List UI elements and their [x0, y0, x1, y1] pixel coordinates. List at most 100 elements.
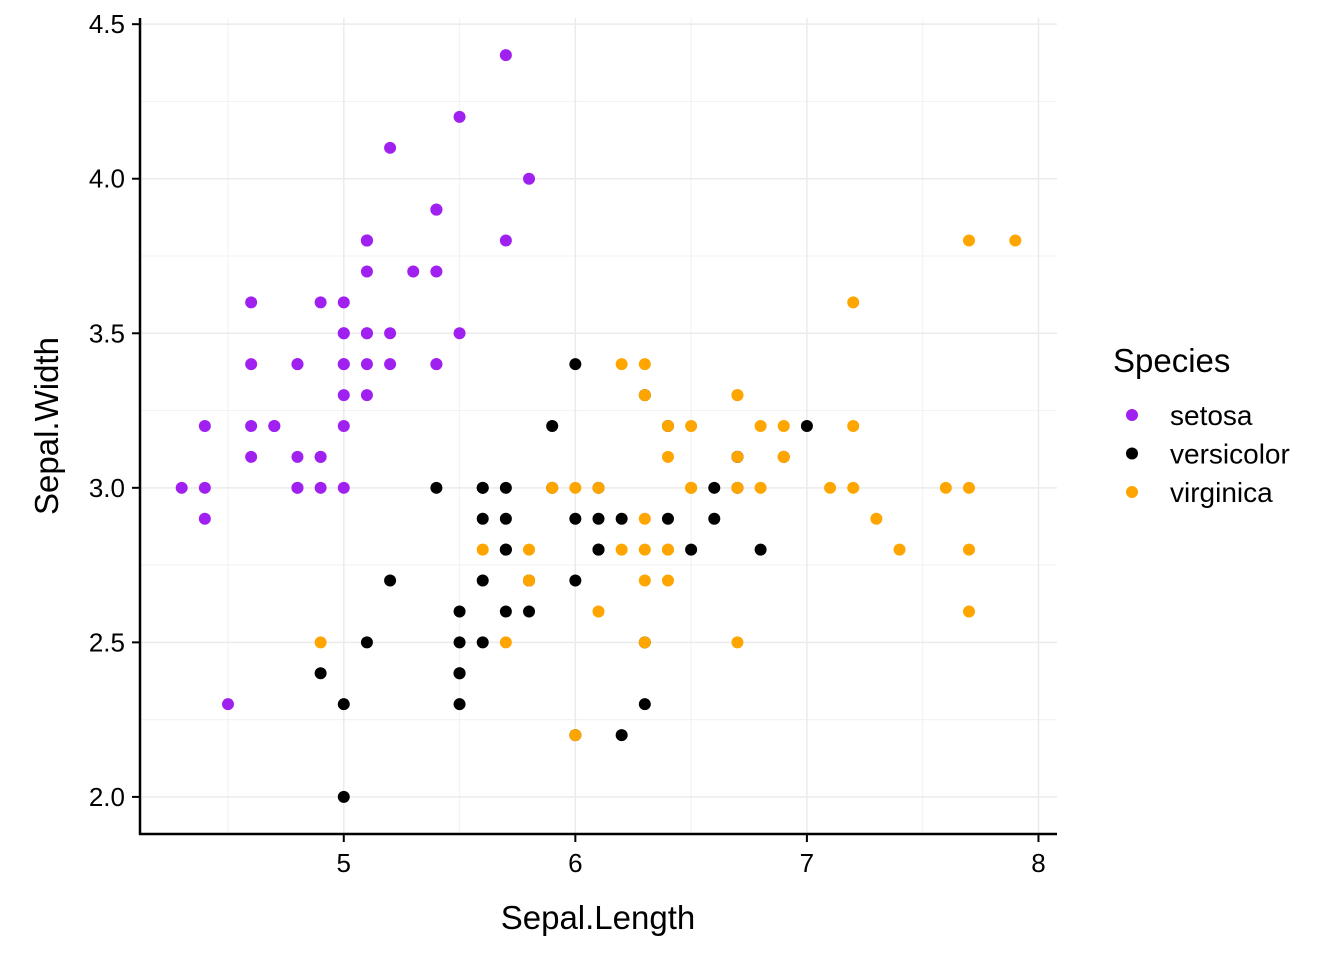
data-point-versicolor — [476, 512, 489, 525]
legend-label-versicolor: versicolor — [1170, 439, 1290, 470]
data-point-virginica — [638, 389, 651, 402]
data-point-setosa — [245, 296, 258, 309]
data-point-virginica — [615, 358, 628, 371]
data-point-setosa — [453, 327, 466, 340]
data-point-versicolor — [546, 420, 559, 432]
data-point-virginica — [731, 450, 744, 463]
legend: Species setosa versicolor virginica — [1113, 342, 1290, 508]
legend-key-setosa — [1126, 409, 1138, 421]
data-point-versicolor — [476, 574, 489, 587]
data-point-virginica — [569, 481, 582, 494]
data-point-setosa — [221, 698, 234, 711]
data-point-setosa — [175, 481, 188, 494]
data-point-setosa — [337, 420, 350, 432]
data-point-virginica — [963, 605, 976, 618]
data-point-virginica — [638, 512, 651, 525]
data-point-versicolor — [638, 698, 651, 711]
data-point-virginica — [523, 574, 536, 587]
data-point-virginica — [1009, 234, 1022, 247]
axes: 5 6 7 8 2.0 2.5 3.0 3.5 4.0 4.5 — [89, 9, 1057, 878]
x-tick-label: 7 — [800, 848, 814, 878]
data-point-virginica — [893, 543, 906, 556]
data-point-virginica — [661, 420, 674, 432]
data-point-setosa — [291, 450, 304, 463]
data-point-virginica — [731, 389, 744, 402]
data-point-versicolor — [523, 605, 536, 618]
data-point-versicolor — [685, 543, 698, 556]
data-point-virginica — [661, 450, 674, 463]
data-point-virginica — [824, 481, 837, 494]
data-point-setosa — [337, 358, 350, 371]
data-point-setosa — [337, 481, 350, 494]
data-point-virginica — [754, 420, 767, 432]
data-point-versicolor — [430, 481, 443, 494]
data-point-setosa — [430, 265, 443, 278]
data-point-setosa — [291, 358, 304, 371]
data-point-virginica — [685, 420, 698, 432]
data-point-virginica — [592, 605, 605, 618]
data-point-virginica — [592, 481, 605, 494]
data-point-virginica — [963, 543, 976, 556]
data-point-virginica — [685, 481, 698, 494]
data-point-setosa — [430, 203, 443, 216]
data-point-versicolor — [314, 667, 327, 680]
data-point-setosa — [198, 420, 211, 432]
data-point-versicolor — [337, 790, 350, 803]
data-point-versicolor — [499, 481, 512, 494]
data-point-virginica — [638, 636, 651, 649]
y-tick-label: 3.5 — [89, 318, 125, 348]
data-point-setosa — [384, 358, 397, 371]
data-point-virginica — [523, 543, 536, 556]
data-point-setosa — [430, 358, 443, 371]
data-point-virginica — [638, 358, 651, 371]
data-point-virginica — [314, 636, 327, 649]
data-point-versicolor — [384, 574, 397, 587]
data-point-virginica — [847, 420, 860, 432]
data-point-versicolor — [360, 636, 373, 649]
data-point-setosa — [360, 358, 373, 371]
data-point-versicolor — [615, 729, 628, 742]
data-point-versicolor — [453, 636, 466, 649]
data-point-setosa — [523, 172, 536, 185]
data-point-setosa — [245, 358, 258, 371]
data-point-setosa — [384, 141, 397, 154]
legend-label-virginica: virginica — [1170, 477, 1273, 508]
data-point-virginica — [847, 296, 860, 309]
data-point-setosa — [407, 265, 420, 278]
data-point-setosa — [337, 296, 350, 309]
data-point-setosa — [384, 327, 397, 340]
data-point-virginica — [638, 574, 651, 587]
data-point-setosa — [245, 420, 258, 432]
data-point-virginica — [870, 512, 883, 525]
x-axis-label: Sepal.Length — [501, 899, 696, 936]
data-point-virginica — [661, 574, 674, 587]
data-point-setosa — [453, 110, 466, 123]
points — [175, 49, 1022, 803]
data-point-versicolor — [569, 358, 582, 371]
data-point-setosa — [314, 296, 327, 309]
legend-label-setosa: setosa — [1170, 400, 1253, 431]
data-point-virginica — [963, 481, 976, 494]
data-point-setosa — [245, 450, 258, 463]
legend-key-versicolor — [1126, 447, 1138, 460]
data-point-virginica — [615, 543, 628, 556]
data-point-versicolor — [754, 543, 767, 556]
data-point-versicolor — [800, 420, 813, 432]
data-point-setosa — [291, 481, 304, 494]
data-point-virginica — [731, 636, 744, 649]
legend-title: Species — [1113, 342, 1230, 379]
x-tick-label: 5 — [337, 848, 351, 878]
x-tick-label: 8 — [1031, 848, 1045, 878]
data-point-setosa — [360, 265, 373, 278]
data-point-versicolor — [499, 605, 512, 618]
data-point-setosa — [337, 389, 350, 402]
data-point-versicolor — [708, 512, 721, 525]
data-point-virginica — [569, 729, 582, 742]
data-point-virginica — [499, 636, 512, 649]
y-tick-label: 2.5 — [89, 627, 125, 657]
data-point-setosa — [337, 327, 350, 340]
data-point-virginica — [777, 420, 790, 432]
data-point-versicolor — [499, 543, 512, 556]
data-point-versicolor — [615, 512, 628, 525]
